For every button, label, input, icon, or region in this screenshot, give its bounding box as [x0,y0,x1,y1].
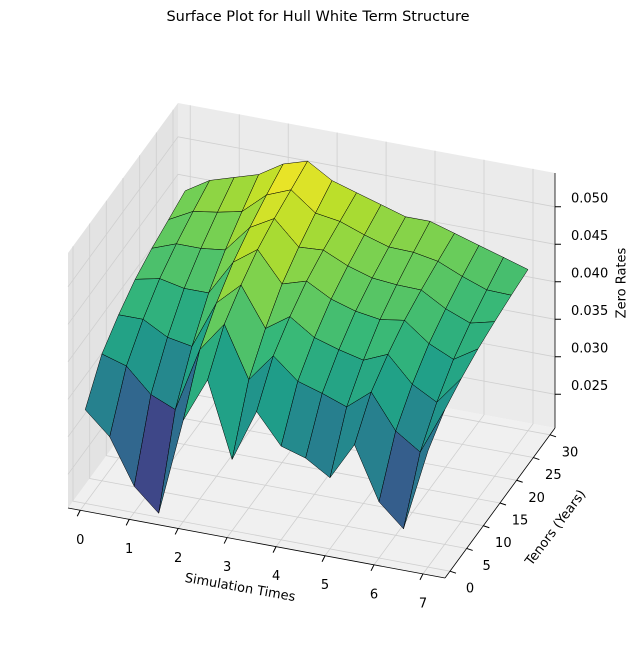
chart-title: Surface Plot for Hull White Term Structu… [166,9,469,25]
y-tick [549,434,557,438]
grid-line [89,223,467,549]
y-tick-label: 25 [545,468,562,483]
z-tick-label: 0.050 [571,191,608,206]
x-tick [174,528,179,535]
x-tick-label: 1 [125,542,133,557]
x-tick [272,546,277,553]
x-tick [419,573,424,581]
y-tick-label: 30 [562,445,579,460]
x-tick [125,519,130,526]
x-tick-label: 5 [321,578,329,593]
z-axis-label: Zero Rates [615,247,630,318]
y-tick [533,457,540,461]
grid-line [72,246,451,572]
x-axis-line [67,507,446,579]
y-tick-label: 0 [466,582,474,597]
grid-line [67,136,556,288]
grid-line [373,159,485,566]
surface-patch [403,409,445,529]
y-tick [466,547,473,551]
x-tick-label: 7 [419,596,427,611]
x-tick [370,564,375,572]
x-tick-label: 4 [272,569,280,584]
y-tick [499,502,507,506]
z-tick-label: 0.025 [571,379,608,394]
x-tick [76,510,81,517]
y-tick [516,479,523,483]
y-axis-line [444,427,556,579]
y-tick [483,525,490,529]
y-tick-label: 5 [483,559,491,574]
z-tick-label: 0.035 [571,304,608,319]
x-tick-label: 6 [370,587,378,602]
y-tick-label: 20 [528,491,545,506]
y-tick-label: 10 [495,536,512,551]
z-tick-label: 0.040 [571,266,608,281]
y-tick-label: 15 [512,514,529,529]
grid-line [422,168,534,575]
x-tick [223,537,228,544]
z-tick-label: 0.030 [571,341,608,356]
x-tick [321,555,326,562]
grid-line [105,200,484,527]
x-tick-label: 0 [76,533,84,548]
x-tick-label: 2 [174,551,182,566]
z-tick-label: 0.045 [571,229,608,244]
x-tick-label: 3 [223,560,231,575]
y-tick [449,570,457,574]
